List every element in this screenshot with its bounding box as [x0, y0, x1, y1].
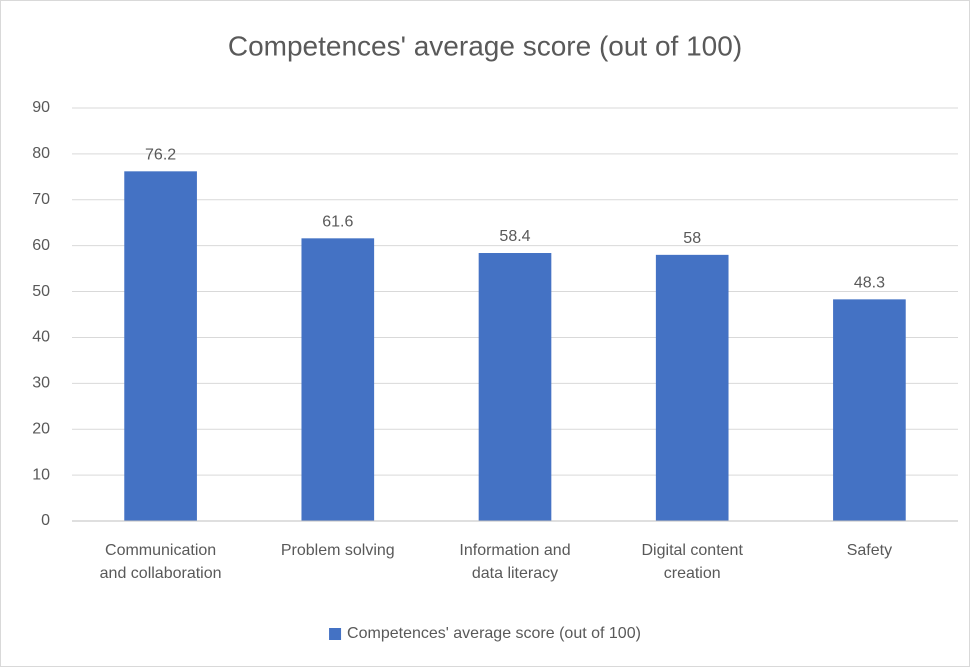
y-tick-label: 80 [32, 145, 50, 162]
bar [478, 253, 552, 521]
data-label: 76.2 [145, 147, 176, 164]
y-tick-label: 70 [32, 191, 50, 208]
chart-title: Competences' average score (out of 100) [228, 30, 742, 61]
data-label: 58 [683, 230, 701, 247]
y-tick-label: 90 [32, 99, 50, 116]
y-tick-label: 0 [41, 512, 50, 529]
y-tick-label: 50 [32, 283, 50, 300]
data-label: 58.4 [499, 228, 530, 245]
bar [124, 171, 197, 521]
y-tick-label: 30 [32, 375, 50, 392]
y-tick-label: 60 [32, 237, 50, 254]
x-tick-label: Problem solving [281, 542, 395, 559]
data-label: 48.3 [854, 275, 885, 292]
y-tick-label: 10 [32, 466, 50, 483]
data-label: 61.6 [322, 214, 353, 231]
bar [301, 238, 375, 521]
bar [655, 254, 729, 521]
x-tick-label: Communication and collaboration [100, 542, 222, 582]
y-tick-label: 40 [32, 329, 50, 346]
legend-item: Competences' average score (out of 100) [329, 625, 641, 642]
x-tick-label: Information and data literacy [459, 542, 570, 582]
legend-label: Competences' average score (out of 100) [347, 625, 641, 642]
x-tick-label: Safety [847, 542, 892, 559]
legend-swatch [329, 628, 342, 640]
bar [833, 299, 906, 521]
x-tick-label: Digital content creation [642, 542, 744, 582]
y-tick-label: 20 [32, 420, 50, 437]
